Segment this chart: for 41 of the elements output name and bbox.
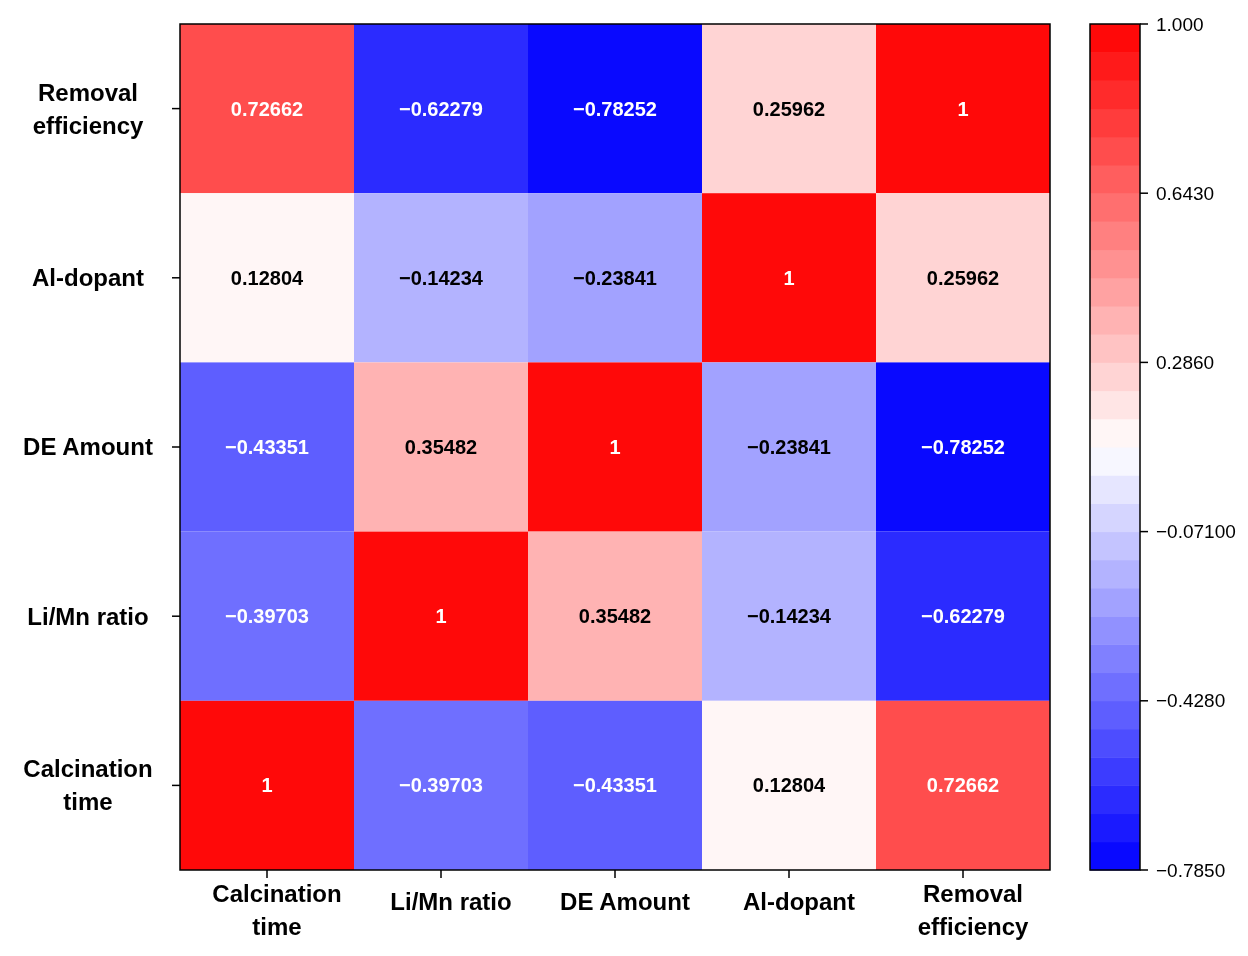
data-label: 0.25962: [926, 266, 1000, 289]
data-label: −0.14234: [747, 605, 832, 628]
data-label: −0.39703: [399, 774, 483, 797]
data-label: −0.62279: [921, 605, 1005, 628]
y-tick-label: Al-dopant: [32, 264, 144, 292]
x-tick-label: Removal efficiency: [917, 880, 1030, 940]
data-label: 1: [957, 97, 969, 120]
data-label: −0.14234: [399, 266, 484, 289]
data-label: 0.35482: [578, 605, 652, 628]
color-bar-label: −0.07100: [1156, 521, 1236, 543]
data-label: 0.72662: [926, 774, 1000, 797]
x-tick-label: DE Amount: [560, 888, 690, 915]
data-label: −0.39703: [225, 605, 309, 628]
color-bar-label: −0.4280: [1156, 690, 1226, 712]
x-tick-label: Li/Mn ratio: [390, 888, 512, 915]
data-label: 1: [783, 266, 795, 289]
x-tick-label: Calcination time: [212, 880, 342, 940]
data-label: −0.23841: [747, 436, 831, 458]
data-label: 1: [609, 436, 621, 458]
data-label: −0.23841: [573, 266, 657, 289]
y-tick-label: DE Amount: [23, 433, 153, 461]
data-label: 0.25962: [752, 97, 826, 120]
y-tick-label: Calcination time: [23, 755, 153, 816]
data-label: −0.43351: [225, 436, 309, 458]
data-label: −0.78252: [921, 436, 1005, 458]
data-label: 1: [261, 774, 273, 797]
data-label: 0.12804: [752, 774, 827, 797]
y-tick-label: Li/Mn ratio: [27, 602, 149, 630]
data-label: −0.78252: [573, 97, 657, 120]
data-label: 0.35482: [404, 436, 478, 458]
data-label: 1: [435, 605, 447, 628]
data-label: 0.12804: [230, 266, 305, 289]
color-bar-label: 1.000: [1156, 13, 1204, 35]
data-label: −0.62279: [399, 97, 483, 120]
x-tick-label: Al-dopant: [743, 888, 855, 915]
color-bar-label: 0.6430: [1156, 182, 1215, 204]
y-tick-label: Removal efficiency: [32, 78, 145, 139]
color-bar-label: −0.7850: [1156, 859, 1226, 881]
data-label: −0.43351: [573, 774, 657, 797]
data-label: 0.72662: [230, 97, 304, 120]
color-bar-label: 0.2860: [1156, 352, 1215, 374]
